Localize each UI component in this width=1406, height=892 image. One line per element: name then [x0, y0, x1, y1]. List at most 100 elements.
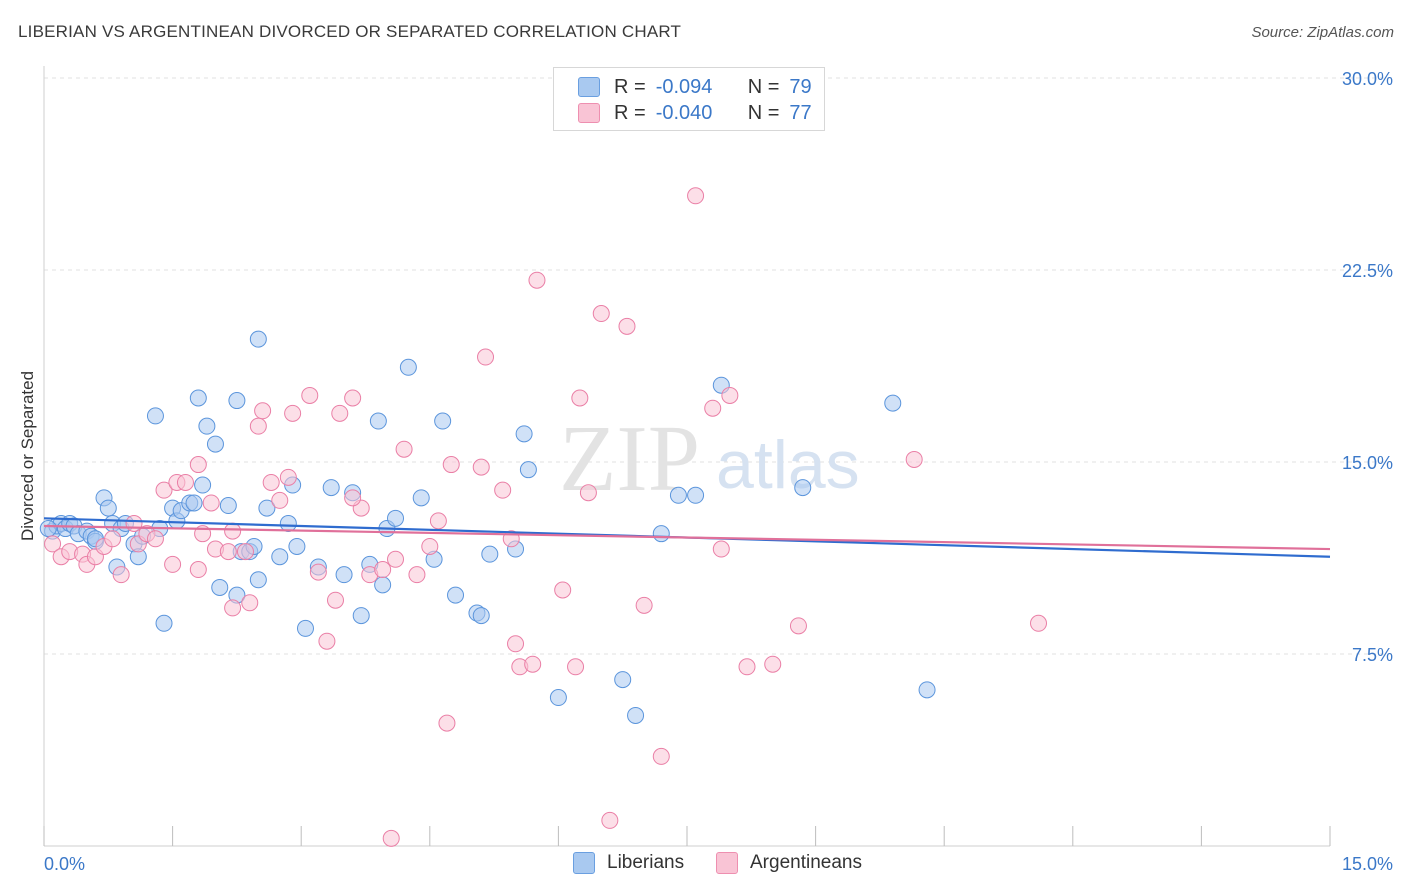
point-liberians [352, 607, 370, 625]
point-argentineans [592, 305, 610, 323]
point-argentineans [571, 389, 589, 407]
watermark-atlas: atlas [716, 427, 860, 503]
point-argentineans [789, 617, 807, 635]
point-liberians [387, 509, 405, 527]
axes [43, 66, 1331, 847]
legend-n-label: N = [747, 75, 780, 98]
point-liberians [434, 412, 452, 430]
bottom-legend-argentineans: Argentineans [716, 852, 862, 874]
point-argentineans [1030, 614, 1048, 632]
point-liberians [189, 389, 207, 407]
point-argentineans [241, 594, 259, 612]
point-argentineans [125, 514, 143, 532]
point-liberians [515, 425, 533, 443]
point-argentineans [331, 404, 349, 422]
bottom-legend-label-argentineans: Argentineans [750, 852, 862, 873]
point-argentineans [344, 489, 362, 507]
y-tick-label: 15.0% [1342, 453, 1393, 473]
point-liberians [374, 576, 392, 594]
legend-r-value: -0.094 [655, 75, 713, 98]
point-argentineans [712, 540, 730, 558]
point-argentineans [721, 386, 739, 404]
point-liberians [258, 499, 276, 517]
point-argentineans [524, 655, 542, 673]
point-liberians [198, 417, 216, 435]
stats-legend: R = -0.094 N = 79 R = -0.040 N = 77 [553, 67, 825, 131]
y-tick-label: 30.0% [1342, 69, 1393, 89]
point-liberians [794, 479, 812, 497]
legend-n-value: 79 [789, 75, 812, 98]
point-argentineans [528, 271, 546, 289]
point-liberians [99, 499, 117, 517]
point-argentineans [374, 561, 392, 579]
point-argentineans [507, 635, 525, 653]
point-argentineans [567, 658, 585, 676]
point-argentineans [176, 473, 194, 491]
point-argentineans [554, 581, 572, 599]
point-argentineans [618, 317, 636, 335]
legend-r-label: R = [614, 101, 646, 124]
point-argentineans [254, 402, 272, 420]
point-argentineans [905, 450, 923, 468]
point-argentineans [601, 811, 619, 829]
legend-swatch-liberians [578, 77, 600, 97]
point-liberians [219, 497, 237, 515]
y-axis-title: Divorced or Separated [18, 371, 37, 541]
point-argentineans [764, 655, 782, 673]
point-liberians [39, 520, 57, 538]
axis-labels: 7.5% 15.0% 22.5% 30.0% 0.0% 15.0% Divorced or … [18, 69, 1393, 874]
bottom-legend-label-liberians: Liberians [607, 852, 685, 873]
x-tick-label: 0.0% [44, 854, 85, 874]
legend-row-liberians: R = -0.094 N = 79 [578, 75, 812, 99]
point-argentineans [318, 632, 336, 650]
point-argentineans [279, 468, 297, 486]
point-argentineans [635, 596, 653, 614]
point-argentineans [146, 530, 164, 548]
point-liberians [279, 514, 297, 532]
point-liberians [549, 689, 567, 707]
point-argentineans [382, 829, 400, 847]
point-liberians [335, 566, 353, 584]
point-liberians [481, 545, 499, 563]
point-liberians [447, 586, 465, 604]
point-argentineans [164, 555, 182, 573]
y-tick-label: 22.5% [1342, 261, 1393, 281]
grid-lines [44, 77, 1393, 655]
point-liberians [884, 394, 902, 412]
point-liberians [155, 614, 173, 632]
point-argentineans [189, 456, 207, 474]
point-liberians [185, 494, 203, 512]
legend-r-value: -0.040 [655, 101, 713, 124]
point-argentineans [395, 440, 413, 458]
bottom-legend-swatch-argentineans [716, 852, 738, 874]
bottom-legend-swatch-liberians [573, 852, 595, 874]
point-liberians [652, 525, 670, 543]
x-tick-label: 15.0% [1342, 854, 1393, 874]
point-argentineans [224, 599, 242, 617]
point-liberians [296, 619, 314, 637]
point-liberians [519, 461, 537, 479]
point-argentineans [421, 537, 439, 555]
point-argentineans [738, 658, 756, 676]
point-argentineans [262, 473, 280, 491]
point-argentineans [224, 522, 242, 540]
point-argentineans [309, 563, 327, 581]
point-liberians [194, 476, 212, 494]
point-argentineans [344, 389, 362, 407]
point-argentineans [326, 591, 344, 609]
point-liberians [271, 548, 289, 566]
point-argentineans [284, 404, 302, 422]
point-argentineans [652, 747, 670, 765]
legend-swatch-argentineans [578, 103, 600, 123]
point-argentineans [189, 561, 207, 579]
point-argentineans [687, 187, 705, 205]
point-liberians [627, 706, 645, 724]
point-argentineans [438, 714, 456, 732]
point-argentineans [429, 512, 447, 530]
point-argentineans [472, 458, 490, 476]
point-liberians [412, 489, 430, 507]
legend-row-argentineans: R = -0.040 N = 77 [578, 101, 812, 125]
point-argentineans [219, 543, 237, 561]
point-liberians [322, 479, 340, 497]
y-tick-label: 7.5% [1352, 645, 1393, 665]
